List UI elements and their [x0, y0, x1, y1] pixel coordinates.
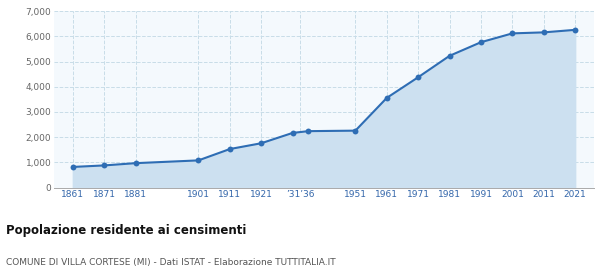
Point: [194, 158, 203, 163]
Point: [68, 165, 77, 169]
Point: [288, 131, 298, 135]
Text: Popolazione residente ai censimenti: Popolazione residente ai censimenti: [6, 224, 247, 237]
Point: [304, 129, 313, 133]
Point: [382, 96, 392, 100]
Point: [445, 53, 454, 58]
Point: [131, 161, 140, 165]
Point: [350, 129, 360, 133]
Point: [539, 30, 548, 35]
Point: [225, 147, 235, 151]
Point: [256, 141, 266, 146]
Point: [571, 28, 580, 32]
Point: [508, 31, 517, 36]
Point: [100, 163, 109, 168]
Point: [476, 40, 486, 45]
Text: COMUNE DI VILLA CORTESE (MI) - Dati ISTAT - Elaborazione TUTTITALIA.IT: COMUNE DI VILLA CORTESE (MI) - Dati ISTA…: [6, 258, 335, 267]
Point: [413, 75, 423, 80]
